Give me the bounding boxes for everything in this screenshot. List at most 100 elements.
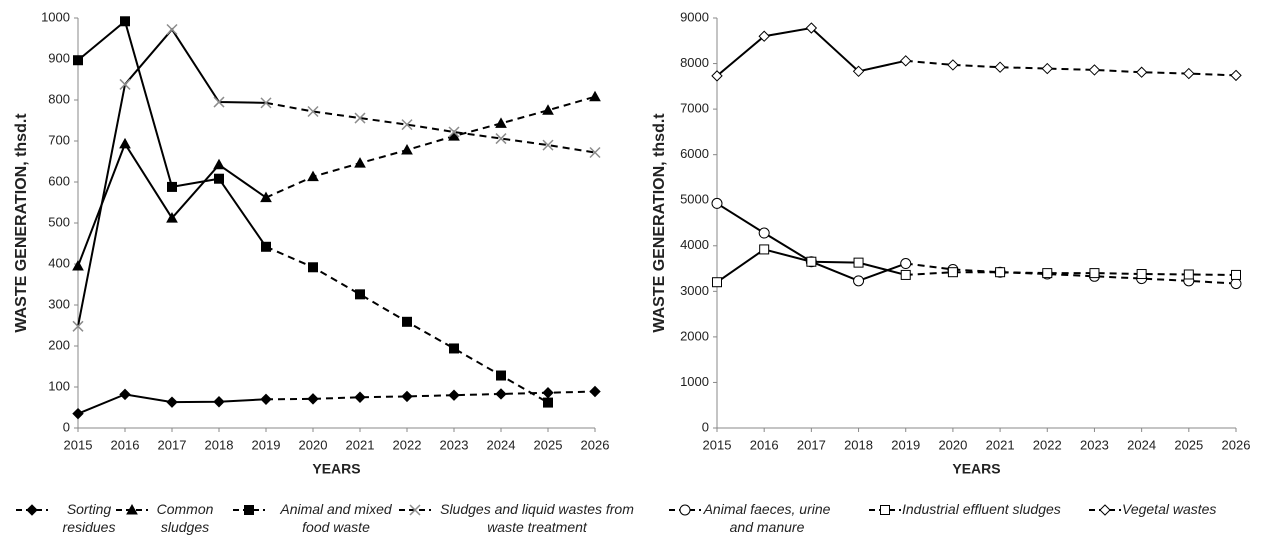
marker bbox=[213, 158, 225, 170]
marker bbox=[853, 275, 865, 287]
y-axis-label: WASTE GENERATION, thsd.t bbox=[651, 113, 668, 333]
marker bbox=[307, 393, 319, 405]
marker bbox=[759, 244, 770, 255]
legend-label: Animal faeces, urine and manure bbox=[703, 501, 831, 535]
marker bbox=[72, 407, 84, 420]
marker bbox=[1183, 269, 1194, 280]
x-tick-label: 2016 bbox=[111, 437, 140, 452]
legend-label: Animal and mixed food waste bbox=[280, 501, 392, 535]
marker bbox=[1041, 62, 1053, 75]
marker bbox=[409, 504, 421, 516]
x-tick-label: 2018 bbox=[844, 437, 873, 452]
x-tick-label: 2021 bbox=[346, 437, 375, 452]
x-tick-label: 2021 bbox=[986, 437, 1015, 452]
marker bbox=[947, 59, 959, 71]
marker bbox=[880, 505, 890, 515]
marker bbox=[994, 61, 1006, 73]
x-tick-label: 2022 bbox=[393, 437, 422, 452]
legend-swatch bbox=[16, 504, 48, 516]
marker bbox=[589, 146, 601, 159]
y-tick-label: 100 bbox=[48, 378, 70, 393]
legend-label: Sludges and liquid wastes from waste tre… bbox=[440, 501, 634, 535]
x-tick-label: 2023 bbox=[440, 437, 469, 452]
marker bbox=[542, 387, 554, 399]
marker bbox=[167, 181, 177, 192]
marker bbox=[542, 104, 554, 115]
x-tick-label: 2025 bbox=[534, 437, 563, 452]
x-tick-label: 2016 bbox=[750, 437, 779, 452]
y-tick-label: 400 bbox=[48, 255, 70, 270]
marker bbox=[495, 117, 507, 128]
legend-item: Common sludges bbox=[115, 500, 221, 536]
x-tick-label: 2025 bbox=[1174, 437, 1203, 452]
x-tick-label: 2019 bbox=[891, 437, 920, 452]
marker bbox=[1231, 269, 1241, 280]
x-axis-label: YEARS bbox=[952, 461, 1000, 477]
marker bbox=[589, 385, 601, 398]
legend-item: Sludges and liquid wastes from waste tre… bbox=[398, 500, 642, 536]
y-tick-label: 200 bbox=[48, 337, 70, 352]
legend-swatch bbox=[1089, 504, 1121, 516]
marker bbox=[307, 170, 319, 182]
marker bbox=[900, 269, 911, 280]
marker bbox=[354, 157, 366, 168]
marker bbox=[355, 289, 365, 300]
marker bbox=[166, 212, 178, 223]
x-tick-label: 2015 bbox=[64, 437, 93, 452]
marker bbox=[213, 396, 225, 408]
marker bbox=[1088, 64, 1101, 76]
marker bbox=[852, 65, 865, 78]
marker bbox=[260, 97, 272, 109]
x-tick-label: 2023 bbox=[1080, 437, 1109, 452]
legend-swatch bbox=[669, 504, 701, 516]
marker bbox=[166, 396, 178, 408]
legend-item: Animal and mixed food waste bbox=[232, 500, 406, 536]
marker bbox=[679, 504, 691, 516]
y-tick-label: 0 bbox=[63, 419, 70, 434]
marker bbox=[712, 277, 722, 288]
y-tick-label: 7000 bbox=[680, 101, 709, 116]
marker bbox=[126, 503, 138, 515]
y-tick-label: 1000 bbox=[680, 374, 709, 389]
marker bbox=[354, 112, 366, 124]
marker bbox=[448, 389, 460, 401]
marker bbox=[448, 126, 460, 138]
marker bbox=[1089, 268, 1100, 279]
y-tick-label: 3000 bbox=[680, 283, 709, 298]
marker bbox=[806, 256, 817, 267]
marker bbox=[401, 119, 413, 131]
marker bbox=[119, 78, 131, 90]
legend-item: Animal faeces, urine and manure bbox=[668, 500, 832, 536]
x-axis-label: YEARS bbox=[312, 461, 360, 477]
marker bbox=[589, 90, 601, 102]
x-tick-label: 2018 bbox=[205, 437, 234, 452]
marker bbox=[119, 137, 131, 149]
x-tick-label: 2015 bbox=[703, 437, 732, 452]
marker bbox=[244, 505, 254, 515]
marker bbox=[495, 133, 507, 145]
marker bbox=[495, 388, 507, 400]
series-line bbox=[716, 26, 1237, 77]
marker bbox=[1230, 278, 1242, 290]
marker bbox=[214, 173, 224, 184]
legend-label: Sorting residues bbox=[62, 501, 116, 535]
y-tick-label: 600 bbox=[48, 173, 70, 188]
x-tick-label: 2020 bbox=[299, 437, 328, 452]
y-tick-label: 6000 bbox=[680, 146, 709, 161]
x-tick-label: 2022 bbox=[1033, 437, 1062, 452]
marker bbox=[1230, 69, 1242, 82]
legend-swatch bbox=[233, 505, 265, 515]
marker bbox=[73, 55, 83, 66]
legend-label: Industrial effluent sludges bbox=[902, 501, 1061, 517]
x-tick-label: 2024 bbox=[1127, 437, 1156, 452]
y-tick-label: 9000 bbox=[680, 9, 709, 24]
marker bbox=[308, 262, 318, 273]
x-tick-label: 2019 bbox=[252, 437, 281, 452]
legend-label: Vegetal wastes bbox=[1122, 501, 1217, 517]
marker bbox=[900, 258, 912, 270]
x-tick-label: 2020 bbox=[938, 437, 967, 452]
y-tick-label: 5000 bbox=[680, 192, 709, 207]
marker bbox=[402, 316, 412, 327]
series-line bbox=[716, 248, 1237, 284]
